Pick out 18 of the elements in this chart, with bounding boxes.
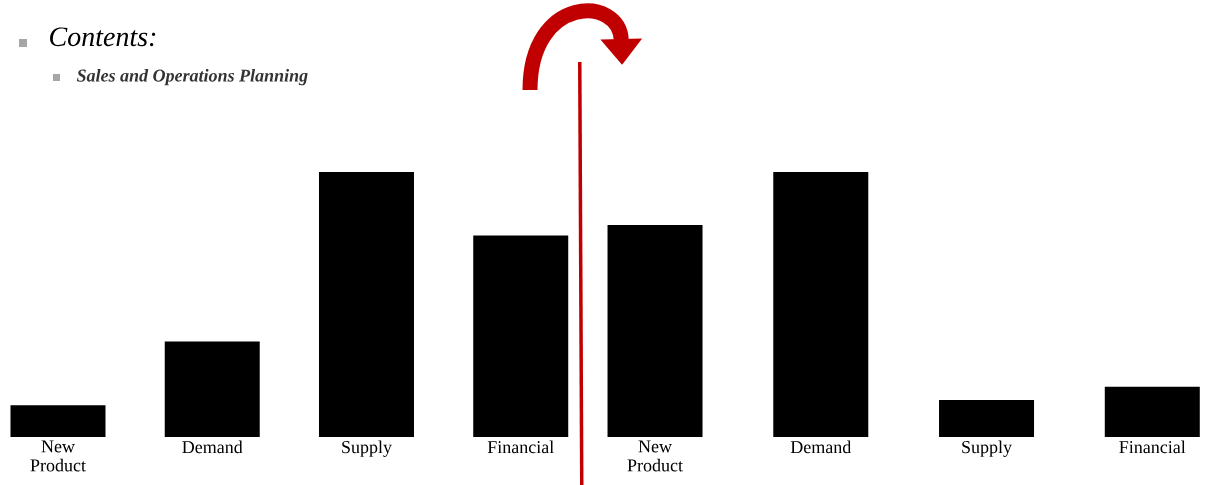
x-tick-label: Financial xyxy=(1119,440,1186,454)
bar xyxy=(939,399,1035,437)
chart-subtitle: Sales and Operations Planning xyxy=(76,68,308,86)
bar xyxy=(164,341,260,437)
bar xyxy=(318,172,414,437)
x-tick-label: New Product xyxy=(627,440,683,472)
chart-title: Contents: xyxy=(50,27,156,47)
bar xyxy=(773,172,869,437)
bar xyxy=(10,405,106,437)
x-tick-label: New Product xyxy=(30,440,86,472)
x-tick-label: Supply xyxy=(342,440,392,457)
bar xyxy=(473,235,569,437)
bar xyxy=(607,225,703,437)
x-tick-label: Financial xyxy=(487,440,554,454)
x-tick-label: Demand xyxy=(790,440,852,454)
x-tick-label: Demand xyxy=(182,440,243,454)
bar xyxy=(1104,386,1200,437)
x-tick-label: Supply xyxy=(962,440,1012,457)
